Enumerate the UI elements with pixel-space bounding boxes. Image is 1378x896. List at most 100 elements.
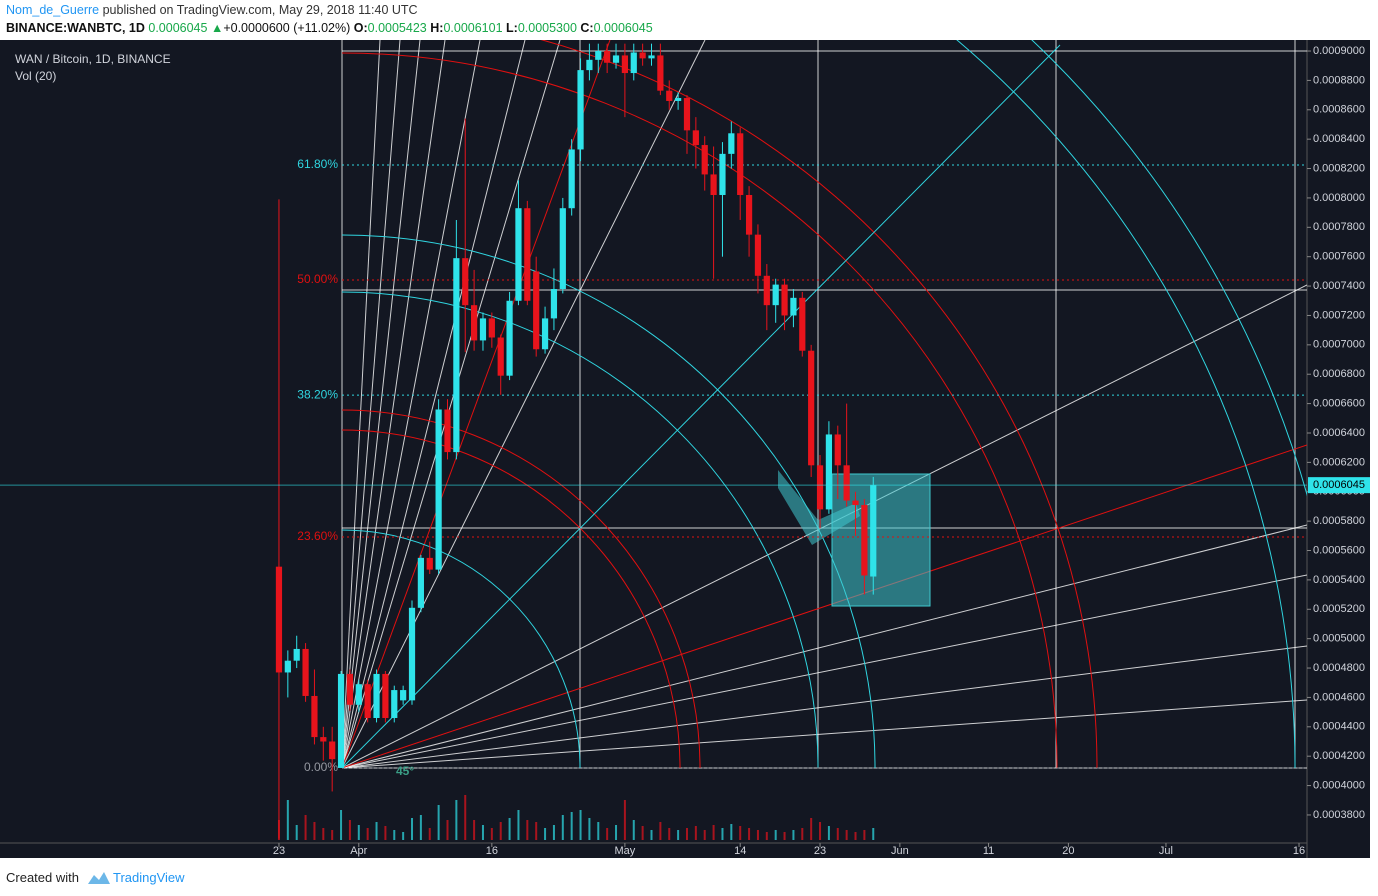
candle-body bbox=[355, 684, 362, 705]
candle-body bbox=[311, 695, 318, 738]
volume-bar bbox=[384, 826, 387, 840]
candle-body bbox=[373, 673, 380, 718]
volume-bar bbox=[393, 830, 396, 840]
volume-bar bbox=[694, 826, 697, 840]
chart-background bbox=[0, 40, 1370, 858]
candle-body bbox=[408, 607, 416, 701]
publish-line: Nom_de_Guerre published on TradingView.c… bbox=[6, 3, 418, 17]
x-tick-label: May bbox=[615, 845, 636, 857]
volume-bar bbox=[810, 818, 813, 840]
volume-bar bbox=[357, 825, 360, 840]
volume-bar bbox=[819, 822, 822, 840]
candle-body bbox=[639, 52, 646, 59]
volume-bar bbox=[295, 825, 298, 840]
symbol: BINANCE:WANBTC, 1D bbox=[6, 21, 145, 35]
candle-body bbox=[719, 153, 726, 195]
volume-label: Vol (20) bbox=[15, 69, 56, 83]
y-tick-label: 0.0003800 bbox=[1313, 809, 1365, 821]
y-tick-label: 0.0008600 bbox=[1313, 104, 1365, 116]
candle-body bbox=[453, 258, 460, 453]
candle-body bbox=[710, 174, 717, 195]
fib-label: 23.60% bbox=[297, 529, 338, 543]
candle-body bbox=[435, 409, 442, 570]
x-tick-label: 11 bbox=[983, 845, 994, 857]
author[interactable]: Nom_de_Guerre bbox=[6, 3, 100, 17]
volume-bar bbox=[827, 826, 830, 840]
volume-bar bbox=[286, 800, 289, 840]
axes: 0.0009000 0.0008800 0.0008600 0.0008400 0.00… bbox=[0, 45, 1370, 857]
created-with: Created with bbox=[6, 870, 79, 885]
candle-body bbox=[426, 557, 433, 570]
candle-body bbox=[497, 337, 504, 376]
x-tick-label: 14 bbox=[734, 845, 746, 857]
candle-body bbox=[506, 300, 513, 376]
chart-title: WAN / Bitcoin, 1D, BINANCE bbox=[15, 52, 171, 66]
volume-bar bbox=[659, 822, 662, 840]
candle-body bbox=[293, 648, 300, 661]
volume-bar bbox=[872, 828, 875, 840]
last-price-tag bbox=[1308, 477, 1370, 494]
candle-body bbox=[337, 673, 345, 768]
candle-body bbox=[586, 59, 593, 71]
volume-bar bbox=[517, 810, 520, 840]
volume-bar bbox=[641, 826, 644, 840]
candle-body bbox=[728, 133, 735, 154]
y-tick-label: 0.0007400 bbox=[1313, 280, 1365, 292]
arrow: ▲ bbox=[210, 21, 224, 35]
candle-body bbox=[577, 70, 584, 150]
volume-bar bbox=[552, 825, 555, 840]
x-tick-label: Apr bbox=[350, 845, 367, 857]
volume-bar bbox=[801, 828, 804, 840]
volume-bar bbox=[419, 815, 422, 840]
close: 0.0006045 bbox=[593, 21, 653, 35]
footer: Created with TradingView bbox=[6, 870, 185, 885]
candle-body bbox=[444, 409, 451, 453]
candle-body bbox=[302, 648, 309, 696]
y-tick-label: 0.0007200 bbox=[1313, 309, 1365, 321]
last: 0.0006045 bbox=[148, 21, 208, 35]
quote-line: BINANCE:WANBTC, 1D 0.0006045 ▲+0.0000600… bbox=[6, 21, 653, 35]
y-tick-label: 0.0008400 bbox=[1313, 133, 1365, 145]
candle-body bbox=[781, 284, 788, 316]
candle-body bbox=[604, 51, 611, 63]
volume-bar bbox=[544, 828, 547, 840]
candle-body bbox=[533, 271, 540, 350]
volume-bar bbox=[668, 828, 671, 840]
y-tick-label: 0.0006800 bbox=[1313, 368, 1365, 380]
y-tick-label: 0.0005000 bbox=[1313, 633, 1365, 645]
y-tick-label: 0.0007600 bbox=[1313, 251, 1365, 263]
candle-body bbox=[861, 504, 868, 576]
h-label: H: bbox=[430, 21, 444, 35]
candle-body bbox=[790, 297, 797, 316]
high: 0.0006101 bbox=[443, 21, 503, 35]
y-tick-label: 0.0004800 bbox=[1313, 662, 1365, 674]
x-tick-label: Jun bbox=[891, 845, 909, 857]
fib-label: 0.00% bbox=[304, 760, 338, 774]
candle-body bbox=[382, 673, 389, 718]
gann-drawings bbox=[341, 40, 1307, 769]
candle-body bbox=[346, 673, 354, 705]
volume-bar bbox=[650, 830, 653, 840]
volume-bar bbox=[615, 825, 618, 840]
angle-label: 45° bbox=[396, 764, 414, 778]
x-tick-label: Jul bbox=[1159, 845, 1173, 857]
candles bbox=[275, 43, 877, 839]
candle-body bbox=[568, 149, 575, 209]
y-tick-label: 0.0004600 bbox=[1313, 691, 1365, 703]
brand[interactable]: TradingView bbox=[112, 870, 185, 885]
y-tick-label: 0.0005800 bbox=[1313, 515, 1365, 527]
candle-body bbox=[479, 318, 487, 341]
volume-bar bbox=[366, 828, 369, 840]
volume-bar bbox=[313, 822, 316, 840]
volume-bar bbox=[685, 828, 688, 840]
volume-bar bbox=[481, 825, 484, 840]
volume-bar bbox=[508, 818, 511, 840]
volume-bar bbox=[428, 828, 431, 840]
volume-bar bbox=[526, 820, 529, 840]
volume-bar bbox=[437, 805, 440, 840]
volume-bar bbox=[375, 822, 378, 840]
c-label: C: bbox=[580, 21, 594, 35]
y-tick-label: 0.0006400 bbox=[1313, 427, 1365, 439]
volume-bar bbox=[331, 830, 334, 840]
